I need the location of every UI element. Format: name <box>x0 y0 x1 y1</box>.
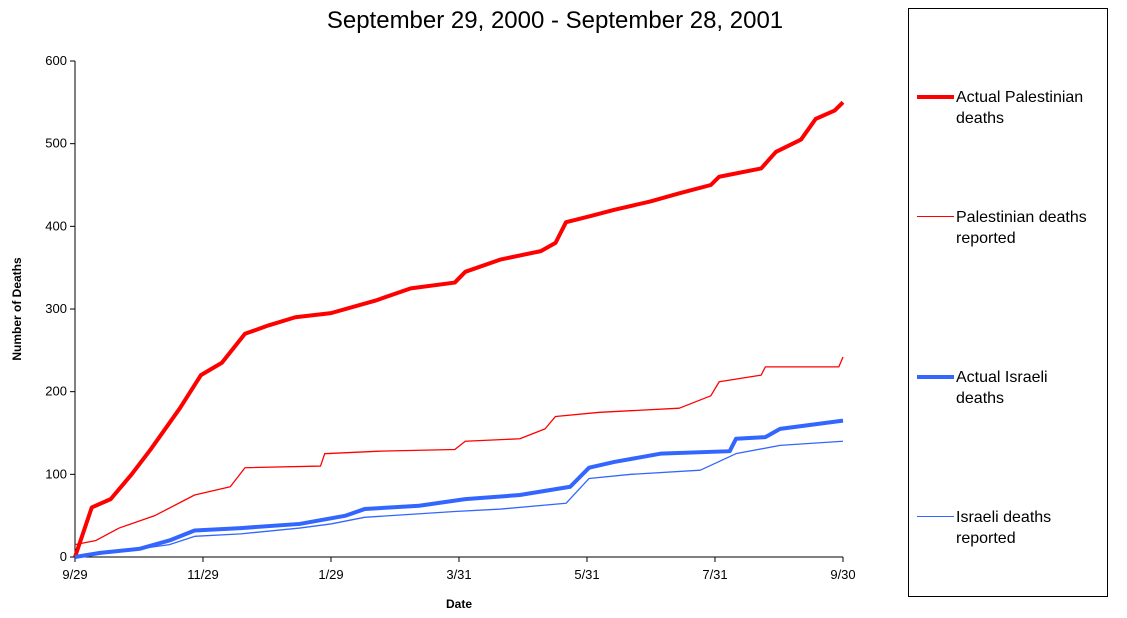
x-tick-label: 9/30 <box>830 567 855 582</box>
legend-label: Actual Palestinian deaths <box>956 89 1084 127</box>
chart: September 29, 2000 - September 28, 2001 … <box>10 7 856 611</box>
x-tick-label: 11/29 <box>187 567 219 582</box>
legend-entry: Palestinian deaths reported <box>909 207 1127 251</box>
legend-label: Actual Israeli deaths <box>956 369 1048 407</box>
y-tick-label: 0 <box>60 549 67 564</box>
y-axis-label: Number of Deaths <box>10 257 24 361</box>
y-tick-label: 600 <box>45 53 67 68</box>
y-tick-label: 100 <box>45 466 67 481</box>
legend-swatch <box>917 95 954 99</box>
legend-swatch <box>917 375 954 379</box>
x-tick-label: 3/31 <box>446 567 471 582</box>
x-tick-label: 1/29 <box>318 567 343 582</box>
legend-entry: Israeli deaths reported <box>909 507 1127 551</box>
y-tick-label: 500 <box>45 136 67 151</box>
x-tick-label: 5/31 <box>574 567 599 582</box>
chart-title: September 29, 2000 - September 28, 2001 <box>327 7 783 34</box>
legend: Actual Palestinian deaths Palestinian dea… <box>908 8 1108 597</box>
y-tick-label: 200 <box>45 384 67 399</box>
series-line <box>74 356 844 546</box>
x-axis-label: Date <box>446 597 472 611</box>
legend-entry: Actual Israeli deaths <box>909 367 1127 411</box>
legend-label: Israeli deaths reported <box>956 509 1052 547</box>
series-line <box>74 440 844 558</box>
legend-swatch <box>917 216 954 218</box>
legend-label: Palestinian deaths reported <box>956 209 1087 247</box>
y-tick-label: 400 <box>45 218 67 233</box>
series-line <box>73 100 845 558</box>
x-tick-label: 9/29 <box>62 567 87 582</box>
x-tick-label: 7/31 <box>702 567 727 582</box>
legend-swatch <box>917 516 954 518</box>
legend-entry: Actual Palestinian deaths <box>909 87 1127 131</box>
series-line <box>74 418 844 559</box>
y-tick-label: 300 <box>45 301 67 316</box>
